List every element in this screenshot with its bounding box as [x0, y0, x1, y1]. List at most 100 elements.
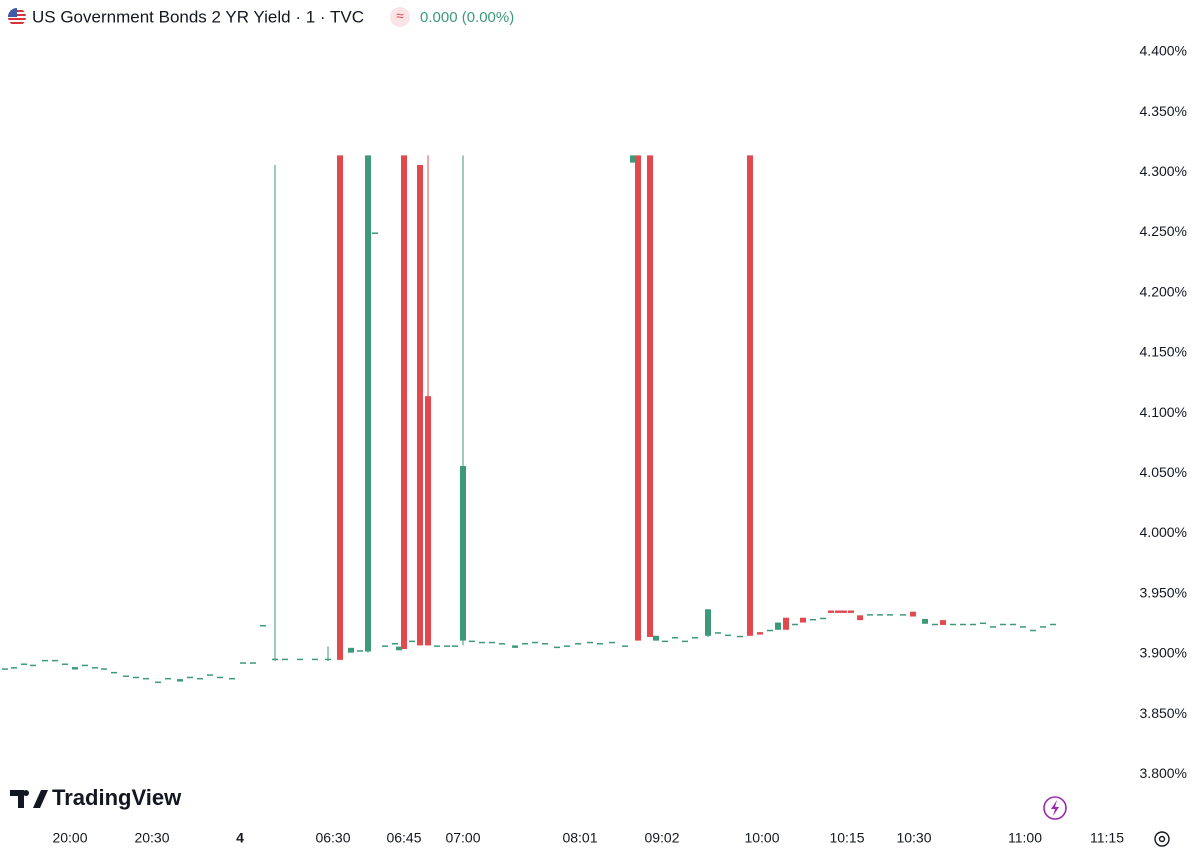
x-tick-label: 09:02: [644, 830, 679, 846]
candle-body: [887, 614, 893, 616]
candle-body: [512, 645, 518, 648]
candle-body: [647, 155, 653, 637]
candle-body: [635, 155, 641, 641]
candle-body: [452, 645, 458, 647]
candle-body: [382, 645, 388, 647]
lightning-icon: [1043, 796, 1067, 820]
candle-body: [800, 617, 806, 623]
candle-body: [737, 635, 743, 638]
candle-body: [910, 611, 916, 617]
candle-body: [900, 614, 906, 616]
candle-body: [348, 647, 354, 653]
y-tick-label: 4.150%: [1140, 344, 1187, 360]
settings-icon[interactable]: [1154, 831, 1170, 847]
candle-body: [705, 609, 711, 636]
candle-body: [312, 658, 318, 661]
candle-body: [396, 646, 402, 651]
candle-body: [725, 634, 731, 637]
candle-body: [62, 663, 68, 665]
candle-body: [783, 617, 789, 630]
candle-body: [42, 659, 48, 662]
x-tick-label: 10:15: [829, 830, 864, 846]
candle-body: [575, 643, 581, 645]
x-tick-label: 08:01: [562, 830, 597, 846]
candle-body: [72, 667, 78, 670]
badge-bg: [390, 7, 410, 27]
candle-body: [922, 618, 928, 624]
candle-body: [409, 640, 415, 643]
candle-body: [217, 676, 223, 679]
title: US Government Bonds 2 YR Yield · 1 · TVC: [32, 7, 364, 26]
candle-body: [417, 165, 423, 646]
candle-body: [101, 668, 107, 670]
candle-body: [828, 610, 834, 613]
candle-body: [479, 641, 485, 644]
candle-body: [877, 614, 883, 616]
candle-body: [835, 610, 841, 613]
candle-body: [155, 681, 161, 684]
change: 0.000 (0.00%): [420, 9, 514, 26]
candle-body: [1040, 626, 1046, 628]
candle-body: [444, 645, 450, 647]
candle-body: [425, 396, 431, 646]
candle-body: [21, 663, 27, 665]
candle-body: [1000, 623, 1006, 626]
candle-body: [662, 640, 668, 643]
candle-body: [597, 643, 603, 645]
candle-body: [522, 643, 528, 645]
y-tick-label: 4.200%: [1140, 283, 1187, 299]
candle-body: [692, 636, 698, 639]
candle-body: [970, 623, 976, 626]
candle-body: [240, 662, 246, 664]
candle-body: [82, 664, 88, 667]
x-tick-label: 10:00: [744, 830, 779, 846]
candle-body: [197, 677, 203, 680]
x-tick-label: 11:15: [1090, 830, 1124, 846]
y-tick-label: 3.950%: [1140, 584, 1187, 600]
candle-body: [867, 614, 873, 616]
candle-body: [260, 624, 266, 627]
candle-body: [792, 623, 798, 626]
candle-body: [325, 658, 331, 661]
candle-body: [554, 646, 560, 649]
candle-body: [365, 155, 371, 652]
candle-body: [489, 641, 495, 644]
plot: 3.800% 3.850% 3.900% 3.950% 4.000% 4.050% 4.10…: [2, 43, 1187, 846]
y-tick-label: 3.850%: [1140, 705, 1187, 721]
candle-body: [133, 676, 139, 679]
candle-body: [52, 659, 58, 662]
x-tick-label: 4: [236, 830, 244, 846]
candle-body: [532, 641, 538, 644]
candle-body: [609, 641, 615, 644]
logo-icon: [10, 790, 48, 808]
candle-body: [177, 679, 183, 682]
y-tick-label: 4.400%: [1140, 43, 1187, 59]
candle-body: [337, 155, 343, 660]
badge: ≈: [396, 8, 404, 24]
candle-body: [460, 466, 466, 641]
y-tick-label: 3.900%: [1140, 645, 1187, 661]
candle-body: [980, 622, 986, 625]
candle-body: [587, 641, 593, 644]
candle-body: [672, 636, 678, 639]
candle-body: [775, 622, 781, 630]
candle-body: [848, 610, 854, 613]
candle-body: [682, 640, 688, 643]
candle-body: [499, 643, 505, 645]
candle-body: [820, 617, 826, 620]
candle-body: [372, 232, 378, 234]
candle-body: [187, 676, 193, 679]
header: US Government Bonds 2 YR Yield · 1 · TVC…: [8, 7, 514, 27]
candle-body: [297, 658, 303, 661]
candle-body: [1030, 629, 1036, 632]
y-tick-label: 4.300%: [1140, 163, 1187, 179]
x-tick-label: 20:00: [52, 830, 87, 846]
candle-body: [229, 677, 235, 680]
candle-body: [143, 677, 149, 680]
candle-body: [123, 675, 129, 678]
candle-body: [282, 658, 288, 661]
candle-body: [950, 623, 956, 626]
logo: TradingView: [10, 785, 182, 810]
candle-body: [92, 667, 98, 669]
